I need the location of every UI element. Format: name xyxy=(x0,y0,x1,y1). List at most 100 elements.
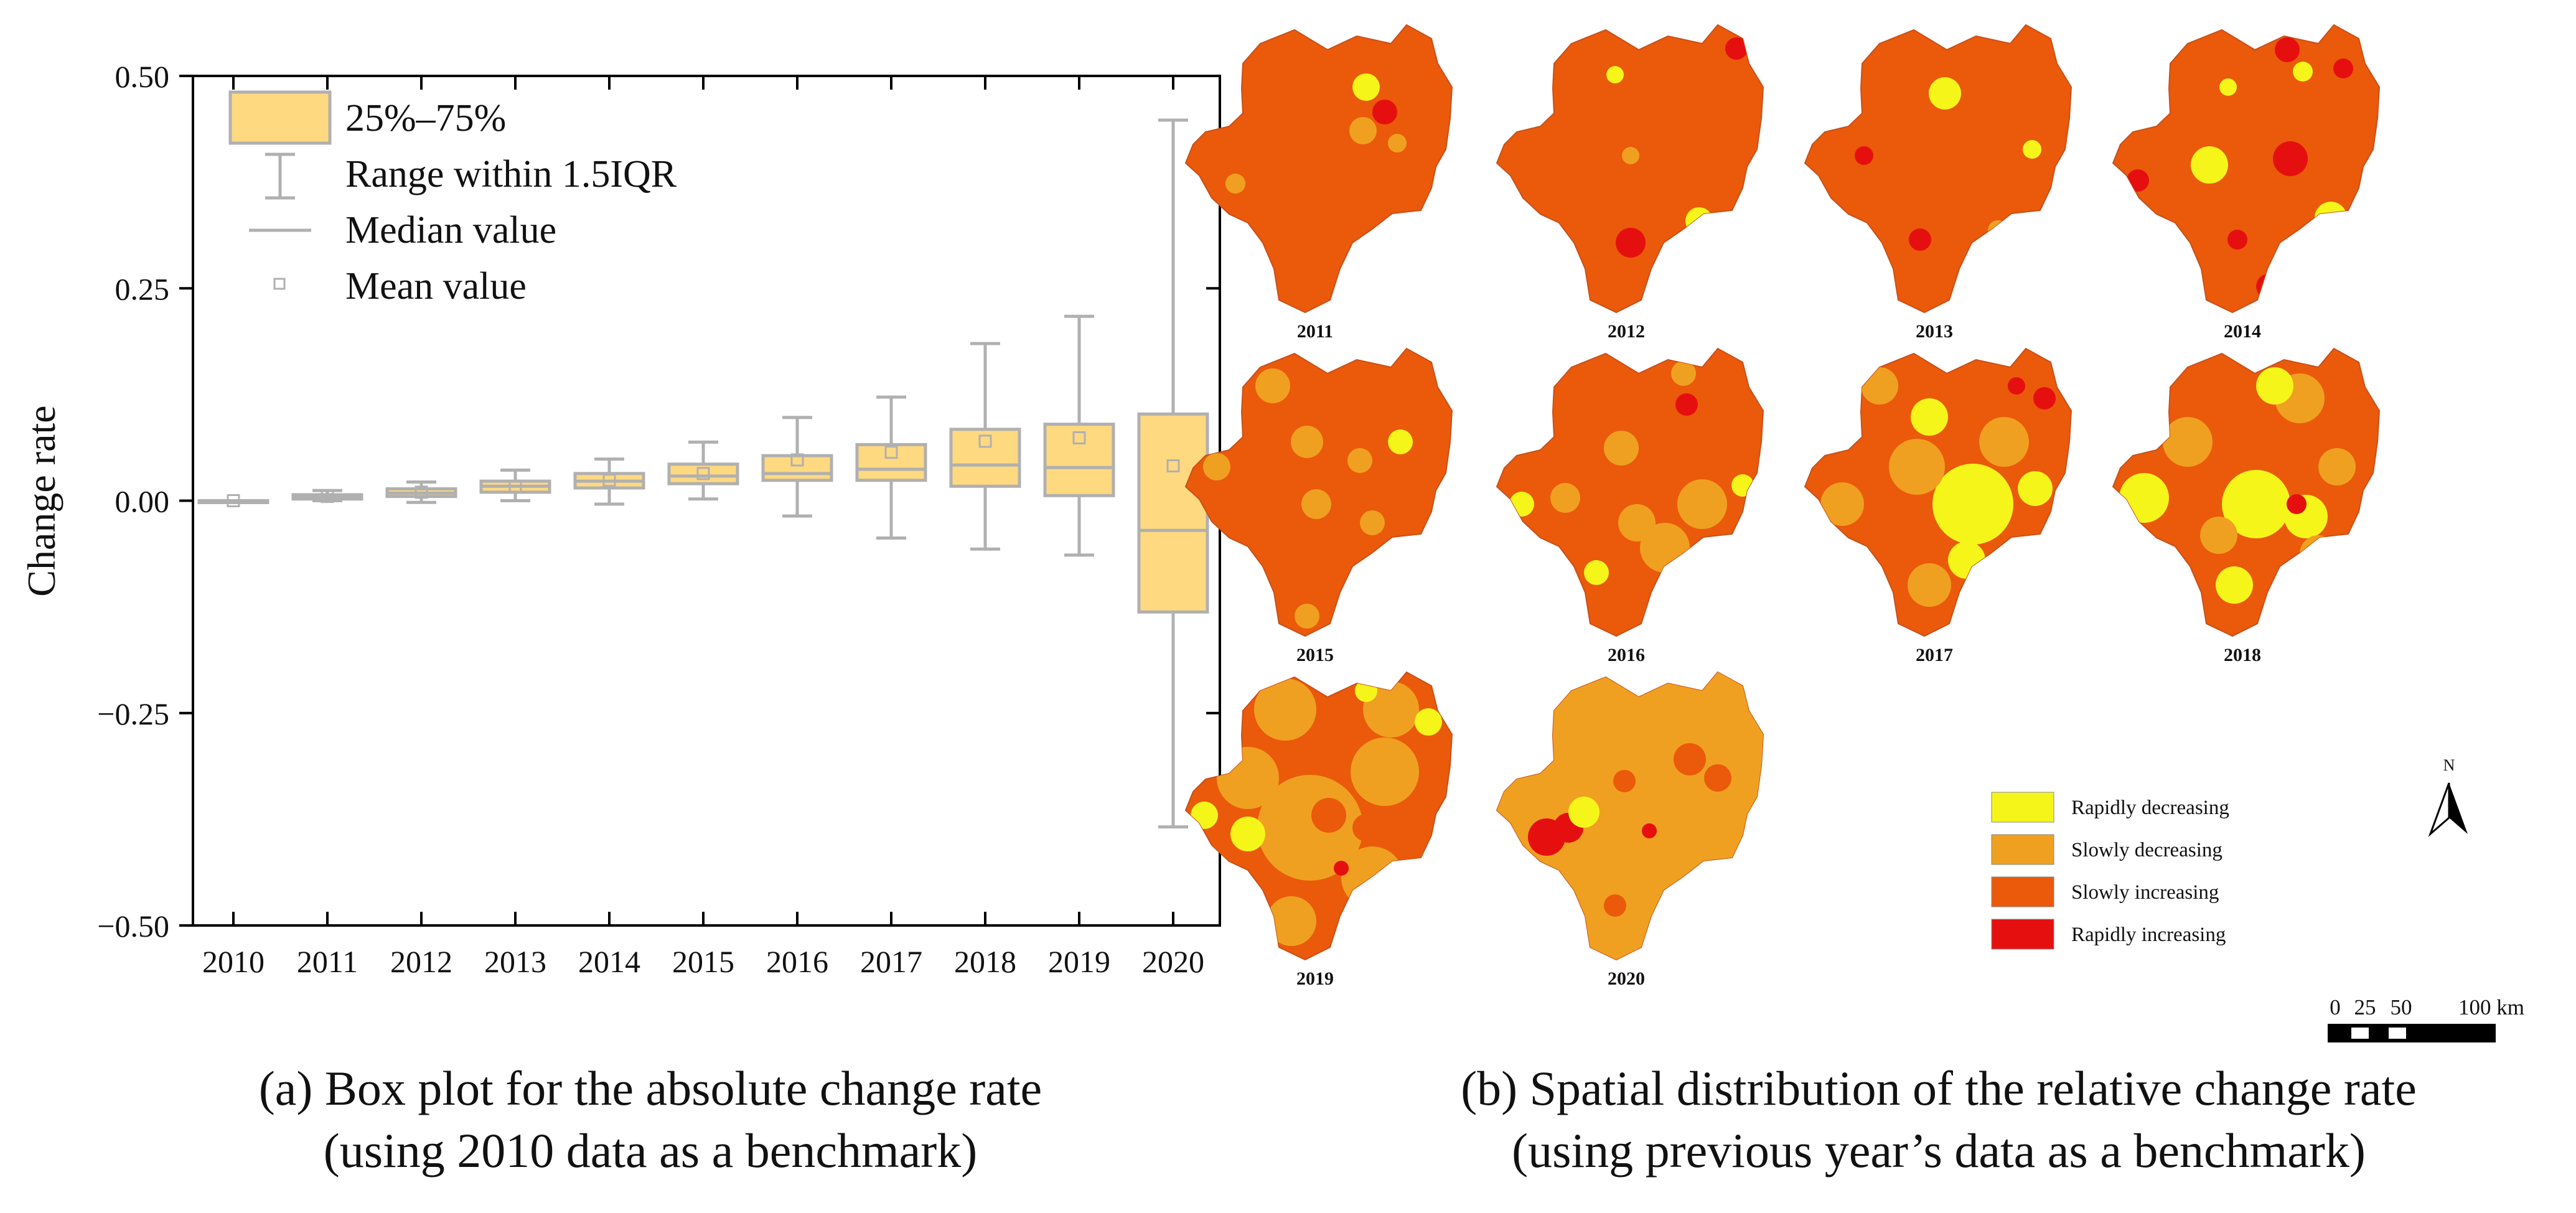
county-patch xyxy=(1618,504,1656,541)
county-patch xyxy=(1970,250,1988,267)
county-patch xyxy=(1616,228,1646,258)
box-2015 xyxy=(667,440,739,501)
x-tick-label: 2014 xyxy=(578,944,640,979)
map-year-label: 2016 xyxy=(1608,645,1645,665)
county-patch xyxy=(2256,367,2293,405)
county-patch xyxy=(1685,207,1713,235)
county-patch xyxy=(2008,377,2025,395)
province-outline xyxy=(1185,24,1453,313)
y-tick-label: −0.50 xyxy=(97,909,169,944)
county-patch xyxy=(1267,896,1316,946)
county-patches xyxy=(1509,361,1754,585)
county-patch xyxy=(2300,535,2337,573)
map-year-label: 2011 xyxy=(1297,321,1333,342)
county-patch xyxy=(1311,798,1346,833)
plot-area-frame xyxy=(192,75,1221,927)
legend-label-rapid-decrease: Rapidly decreasing xyxy=(2071,797,2229,819)
county-patch xyxy=(2293,62,2313,82)
x-tick-label: 2018 xyxy=(954,944,1016,979)
map-2018: 2018 xyxy=(2112,348,2380,665)
county-patch xyxy=(1677,479,1727,529)
county-patch xyxy=(1230,817,1265,851)
county-patch xyxy=(2333,59,2353,78)
county-patch xyxy=(2222,470,2290,538)
county-patch xyxy=(1820,482,1864,526)
county-patch xyxy=(1334,861,1349,876)
county-patch xyxy=(1415,708,1442,736)
county-patch xyxy=(1688,904,1703,919)
county-patch xyxy=(1360,510,1385,535)
box-2020 xyxy=(1137,118,1209,829)
legend-swatch-slow-decrease xyxy=(1991,834,2054,865)
county-patch xyxy=(1396,839,1423,866)
map-2013: 2013 xyxy=(1804,24,2072,342)
county-patches xyxy=(1203,368,1413,629)
county-patch xyxy=(1979,417,2029,467)
county-patch xyxy=(1550,483,1580,513)
county-patch xyxy=(1372,100,1397,124)
county-patch xyxy=(2315,202,2347,234)
county-patch xyxy=(2119,473,2169,523)
county-patch xyxy=(1363,681,1419,738)
mean-marker xyxy=(1166,459,1180,473)
map-panel: 2011 2012 2013 2014 2015 2016 2017 2018 2019 2020… xyxy=(1185,24,2524,1178)
county-patch xyxy=(1301,489,1331,519)
scale-label-25: 25 xyxy=(2354,995,2376,1019)
county-patches xyxy=(1225,73,1407,194)
county-patch xyxy=(1255,368,1290,403)
north-label: N xyxy=(2443,756,2455,774)
county-patch xyxy=(2256,274,2281,299)
iqr-box xyxy=(667,462,739,485)
caption-a-line1: (a) Box plot for the absolute change rat… xyxy=(259,1061,1042,1115)
legend-label-rapid-increase: Rapidly increasing xyxy=(2071,924,2226,946)
y-tick-label: 0.50 xyxy=(115,59,170,94)
county-patch xyxy=(1211,840,1235,865)
legend-label-slow-decrease: Slowly decreasing xyxy=(2071,839,2222,861)
county-patch xyxy=(1671,361,1696,386)
county-patch xyxy=(1932,464,2013,545)
county-patch xyxy=(2275,37,2300,62)
legend-mean-label: Mean value xyxy=(345,265,527,307)
iqr-box xyxy=(1043,423,1115,497)
map-year-label: 2012 xyxy=(1608,321,1645,342)
caption-b-line2: (using previous year’s data as a benchma… xyxy=(1512,1123,2366,1178)
county-patch xyxy=(1911,398,1948,436)
box-2014 xyxy=(573,457,645,506)
map-2012: 2012 xyxy=(1496,24,1764,342)
county-patch xyxy=(1948,541,1985,579)
map-2011: 2011 xyxy=(1185,24,1453,342)
mean-marker xyxy=(1072,431,1086,444)
x-tick-label: 2012 xyxy=(390,944,452,979)
mean-marker xyxy=(884,446,898,459)
x-tick-label: 2016 xyxy=(766,944,828,979)
county-patch xyxy=(1225,174,1245,194)
county-patch xyxy=(1295,604,1319,629)
county-patch xyxy=(1606,66,1624,83)
x-tick-label: 2015 xyxy=(672,944,734,979)
mean-marker xyxy=(321,490,334,503)
county-patches xyxy=(1855,77,2041,267)
map-year-label: 2018 xyxy=(2224,645,2261,665)
county-patch xyxy=(1674,743,1706,775)
county-patch xyxy=(1725,37,1748,60)
county-patch xyxy=(1909,228,1931,251)
map-2014: 2014 xyxy=(2112,24,2380,342)
county-patches xyxy=(1820,367,2056,607)
north-arrow: N xyxy=(2428,756,2468,837)
county-patch xyxy=(2216,566,2253,604)
y-axis: −0.50 −0.25 0.00 0.25 0.50 xyxy=(97,59,1220,944)
box-series xyxy=(197,118,1209,829)
box-2017 xyxy=(855,395,927,540)
x-tick-label: 2011 xyxy=(297,944,358,979)
county-patch xyxy=(2163,417,2213,467)
county-patch xyxy=(1352,73,1380,101)
county-patch xyxy=(2200,517,2237,554)
y-tick-label: −0.25 xyxy=(97,696,169,731)
county-patches xyxy=(1191,678,1442,946)
county-patch xyxy=(1855,146,1873,165)
county-patch xyxy=(1203,453,1230,480)
legend-swatch-rapid-decrease xyxy=(1991,792,2054,823)
legend-whisker-label: Range within 1.5IQR xyxy=(345,153,677,195)
x-tick-label: 2010 xyxy=(202,944,265,979)
mean-marker xyxy=(227,494,240,507)
